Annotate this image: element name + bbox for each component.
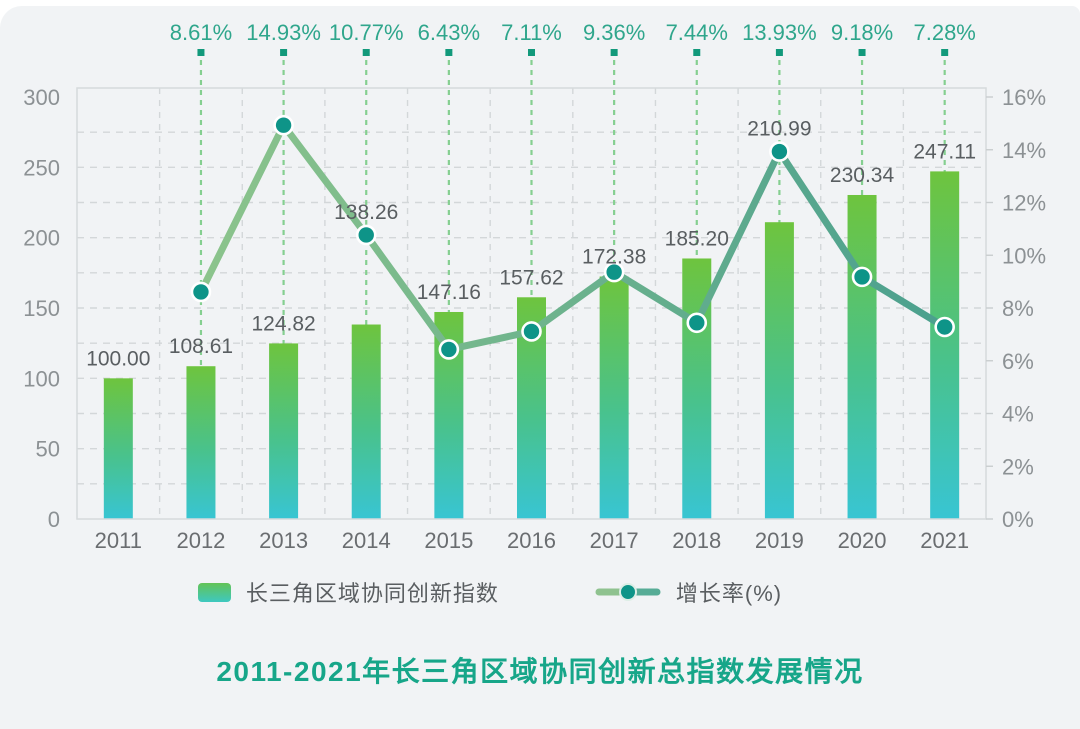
growth-tick-square <box>858 49 866 56</box>
left-axis-label-150: 150 <box>23 296 60 321</box>
year-label-2021: 2021 <box>920 528 969 553</box>
bar-label-2021: 247.11 <box>913 140 976 163</box>
left-axis-label-200: 200 <box>23 226 60 251</box>
year-label-2013: 2013 <box>259 528 308 553</box>
bar-2021 <box>930 171 960 519</box>
chart-title: 2011-2021年长三角区域协同创新总指数发展情况 <box>216 656 864 687</box>
growth-label-2020: 9.18% <box>831 20 893 45</box>
chart-canvas: 0 50 100 150 200 250 300 0% 2% 4% 6% 8% 10% 12% 14% 16%… <box>23 20 1046 553</box>
bar-label-2018: 185.20 <box>665 227 729 250</box>
right-axis-label-12%: 12% <box>1002 191 1046 216</box>
bar-label-2011: 100.00 <box>86 347 150 370</box>
year-label-2020: 2020 <box>838 528 887 553</box>
right-axis-label-6%: 6% <box>1002 349 1034 374</box>
bar-2013 <box>269 343 299 519</box>
legend-item-growth: 增长率(%) <box>595 576 782 608</box>
growth-label-2018: 7.44% <box>666 20 728 45</box>
plot-border <box>76 87 987 520</box>
growth-tick-square <box>610 49 618 56</box>
bar-label-2016: 157.62 <box>499 266 563 289</box>
right-axis-label-8%: 8% <box>1002 296 1034 321</box>
growth-label-2015: 6.43% <box>418 20 480 45</box>
right-axis-label-10%: 10% <box>1002 243 1046 268</box>
growth-tick-square <box>280 49 288 56</box>
growth-tick-square <box>197 49 205 56</box>
growth-tick-square <box>362 49 370 56</box>
legend-bar-label: 长三角区域协同创新指数 <box>245 581 499 606</box>
year-label-2016: 2016 <box>507 528 556 553</box>
legend: 长三角区域协同创新指数 增长率(%) <box>0 576 1080 608</box>
bar-2019 <box>764 222 794 519</box>
bar-label-2020: 230.34 <box>830 164 895 187</box>
year-label-2017: 2017 <box>590 528 639 553</box>
bar-2011 <box>103 378 133 519</box>
marker-2012 <box>190 281 212 303</box>
growth-tick-square <box>528 49 535 56</box>
growth-label-2012: 8.61% <box>170 20 232 45</box>
left-axis-label-0: 0 <box>48 507 60 532</box>
line-series-swatch-icon <box>595 583 661 601</box>
legend-item-index: 长三角区域协同创新指数 <box>197 576 499 608</box>
growth-label-2021: 7.28% <box>913 20 975 45</box>
left-axis-label-50: 50 <box>36 437 60 462</box>
right-axis-label-4%: 4% <box>1002 402 1034 427</box>
left-axis-label-100: 100 <box>23 366 60 391</box>
year-label-2014: 2014 <box>342 528 391 553</box>
year-label-2012: 2012 <box>176 528 225 553</box>
growth-label-2019: 13.93% <box>742 20 817 45</box>
year-label-2011: 2011 <box>95 528 142 553</box>
marker-2020 <box>851 266 873 288</box>
legend-line-label: 增长率(%) <box>675 581 783 606</box>
growth-tick-square <box>941 49 949 56</box>
bar-label-2017: 172.38 <box>582 246 646 269</box>
year-label-2018: 2018 <box>672 528 721 553</box>
growth-label-2016: 7.11% <box>501 20 562 45</box>
bar-label-2015: 147.16 <box>417 281 481 304</box>
growth-line <box>197 121 949 353</box>
year-label-2019: 2019 <box>755 528 804 553</box>
right-axis-label-16%: 16% <box>1002 85 1046 110</box>
left-axis-label-250: 250 <box>23 155 60 180</box>
growth-tick-square <box>775 49 783 56</box>
bar-2012 <box>186 366 216 519</box>
growth-tick-square <box>445 49 453 56</box>
right-axis-label-2%: 2% <box>1002 454 1034 479</box>
marker-2014 <box>355 224 377 246</box>
bar-series-swatch-icon <box>197 582 231 602</box>
right-axis-label-14%: 14% <box>1002 138 1046 163</box>
growth-label-2017: 9.36% <box>583 20 645 45</box>
growth-tick-square <box>693 49 701 56</box>
growth-label-2014: 10.77% <box>329 20 404 45</box>
marker-2019 <box>769 141 790 162</box>
marker-2017 <box>603 261 625 283</box>
marker-2021 <box>934 316 955 338</box>
bar-label-2014: 138.26 <box>334 201 398 224</box>
marker-2013 <box>273 114 294 136</box>
marker-2016 <box>521 321 542 342</box>
bar-label-2013: 124.82 <box>251 312 315 335</box>
bar-label-2019: 210.99 <box>747 118 811 141</box>
marker-2018 <box>686 312 708 334</box>
marker-2015 <box>438 339 460 360</box>
growth-label-2013: 14.93% <box>246 20 321 45</box>
bar-2014 <box>351 324 381 519</box>
left-axis-label-300: 300 <box>23 85 60 110</box>
year-label-2015: 2015 <box>424 528 473 553</box>
bar-2020 <box>847 194 877 519</box>
right-axis-label-0%: 0% <box>1002 507 1034 532</box>
bar-2017 <box>599 276 629 519</box>
bar-label-2012: 108.61 <box>169 335 233 358</box>
